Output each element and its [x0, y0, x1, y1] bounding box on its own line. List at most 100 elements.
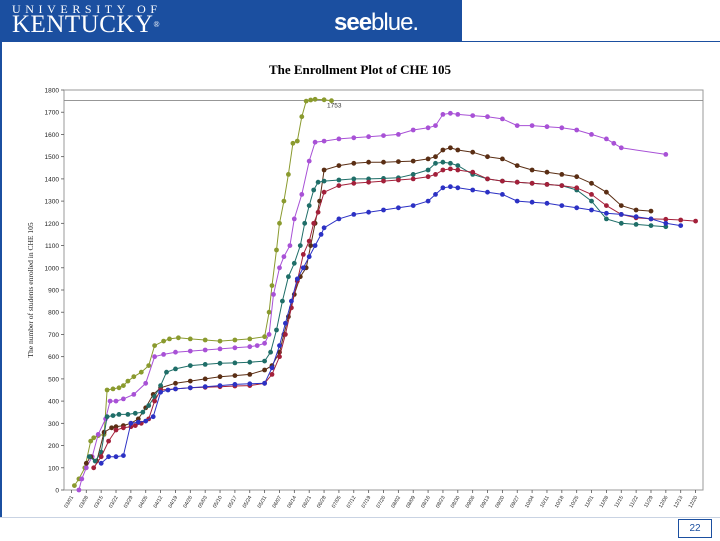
- data-point: [281, 254, 287, 260]
- x-tick-label: 08/09: [405, 495, 417, 509]
- data-point: [559, 183, 565, 189]
- data-point: [500, 156, 505, 162]
- data-point: [187, 385, 193, 391]
- data-point: [448, 160, 453, 166]
- data-point: [448, 166, 453, 172]
- data-point: [485, 176, 490, 182]
- data-point: [663, 152, 669, 157]
- data-point: [277, 343, 282, 348]
- data-point: [514, 163, 520, 169]
- data-point: [176, 335, 181, 341]
- x-tick-label: 04/12: [153, 495, 165, 509]
- data-point: [217, 360, 223, 366]
- x-tick-label: 05/10: [212, 495, 224, 509]
- data-point: [202, 384, 208, 390]
- data-point: [529, 180, 535, 186]
- data-point: [312, 243, 318, 249]
- data-point: [79, 476, 85, 482]
- data-point: [116, 385, 122, 391]
- data-point: [277, 354, 282, 360]
- data-point: [121, 453, 126, 458]
- data-point: [440, 159, 446, 165]
- x-tick-label: 09/13: [480, 495, 492, 509]
- data-point: [433, 123, 438, 128]
- data-point: [604, 203, 609, 209]
- data-point: [286, 274, 291, 280]
- data-point: [104, 387, 110, 393]
- data-point: [618, 145, 624, 151]
- data-point: [306, 158, 312, 164]
- data-point: [336, 183, 342, 189]
- x-tick-label: 05/24: [242, 495, 254, 509]
- data-point: [618, 203, 624, 209]
- y-tick-label: 600: [48, 354, 59, 361]
- data-point: [98, 460, 104, 466]
- data-point: [440, 167, 446, 173]
- data-point: [440, 147, 446, 153]
- data-point: [152, 354, 158, 360]
- y-tick-label: 800: [48, 310, 59, 317]
- data-point: [291, 260, 297, 266]
- data-point: [268, 349, 273, 355]
- data-point: [187, 336, 193, 342]
- data-point: [269, 283, 275, 288]
- data-point: [280, 298, 285, 304]
- kentucky-wordmark: KENTUCKY®: [12, 12, 160, 38]
- x-tick-label: 10/04: [524, 495, 536, 509]
- data-point: [91, 465, 97, 471]
- data-point: [366, 176, 371, 182]
- data-point: [318, 232, 324, 237]
- data-point: [262, 380, 267, 386]
- x-tick-label: 08/23: [435, 495, 447, 509]
- y-axis-label: The number of students enrolled in CHE 1…: [26, 222, 35, 357]
- data-point: [217, 338, 223, 344]
- see-text: see: [334, 9, 372, 36]
- trademark-mark: ®: [153, 20, 161, 29]
- data-point: [604, 210, 609, 216]
- header-banner: UNIVERSITY OF KENTUCKY® seeblue.: [0, 0, 462, 41]
- data-point: [232, 382, 238, 387]
- x-tick-label: 10/18: [554, 495, 566, 509]
- data-point: [529, 167, 535, 173]
- data-point: [366, 179, 371, 185]
- data-point: [187, 348, 193, 354]
- data-point: [106, 454, 111, 460]
- data-point: [232, 360, 238, 366]
- data-point: [329, 98, 334, 104]
- x-tick-label: 04/19: [167, 495, 179, 509]
- data-point: [146, 363, 152, 368]
- data-point: [410, 172, 416, 177]
- x-tick-label: 12/20: [688, 495, 700, 509]
- data-point: [485, 154, 490, 160]
- data-point: [165, 387, 171, 393]
- data-point: [291, 216, 297, 222]
- data-point: [173, 366, 178, 372]
- data-point: [132, 410, 138, 416]
- university-label: UNIVERSITY OF: [12, 2, 162, 16]
- x-tick-label: 11/15: [613, 495, 625, 509]
- data-point: [589, 198, 594, 204]
- data-point: [618, 220, 624, 226]
- data-point: [281, 198, 287, 204]
- x-tick-label: 06/07: [272, 495, 284, 509]
- data-point: [470, 169, 476, 175]
- data-point: [173, 386, 178, 392]
- data-point: [678, 217, 684, 223]
- x-tick-label: 03/08: [78, 495, 90, 509]
- data-point: [648, 223, 654, 229]
- y-tick-label: 1500: [45, 154, 60, 161]
- left-border: [0, 41, 2, 517]
- data-point: [187, 363, 193, 368]
- data-point: [589, 132, 594, 137]
- data-point: [321, 138, 327, 144]
- data-point: [131, 392, 137, 397]
- data-point: [277, 265, 282, 271]
- data-point: [470, 149, 476, 155]
- data-point: [396, 177, 401, 183]
- data-point: [448, 110, 453, 116]
- x-tick-label: 12/13: [673, 495, 685, 509]
- data-point: [321, 225, 327, 231]
- x-tick-label: 09/20: [494, 495, 506, 509]
- data-point: [455, 112, 461, 117]
